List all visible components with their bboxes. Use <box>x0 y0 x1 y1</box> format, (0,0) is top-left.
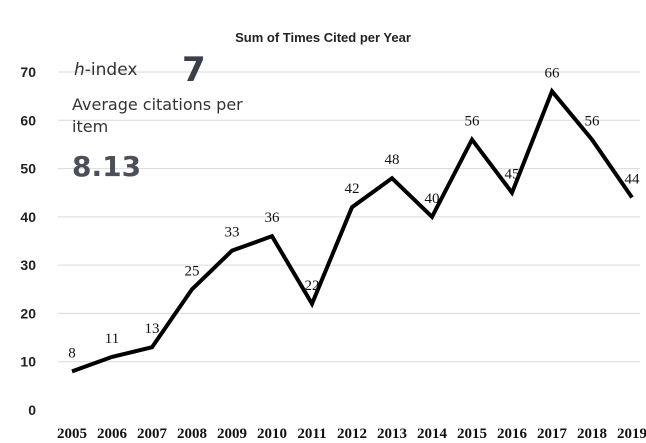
data-label: 40 <box>425 191 440 207</box>
data-label: 22 <box>305 278 320 294</box>
x-tick-label: 2007 <box>137 426 168 442</box>
x-tick-label: 2005 <box>57 426 87 442</box>
y-tick-label: 30 <box>20 257 36 273</box>
y-tick-label: 50 <box>20 161 36 177</box>
x-tick-label: 2018 <box>577 426 607 442</box>
x-axis-ticks: 2005 2006 2007 2008 2009 2010 2011 2012 2013 2014… <box>57 426 646 442</box>
data-label: 56 <box>585 114 601 130</box>
y-tick-label: 70 <box>20 64 36 80</box>
x-tick-label: 2017 <box>537 426 568 442</box>
data-label: 45 <box>505 167 520 183</box>
data-label: 44 <box>625 172 641 188</box>
x-tick-label: 2013 <box>377 426 407 442</box>
x-tick-label: 2016 <box>497 426 528 442</box>
data-label: 8 <box>68 345 76 361</box>
y-axis-ticks: 0 10 20 30 40 50 60 70 <box>20 64 36 418</box>
y-tick-label: 0 <box>28 402 36 418</box>
average-citations-value: 8.13 <box>72 150 142 183</box>
x-tick-label: 2015 <box>457 426 487 442</box>
x-tick-label: 2009 <box>217 426 247 442</box>
data-label: 66 <box>545 65 561 81</box>
data-label: 56 <box>465 114 481 130</box>
y-tick-label: 10 <box>20 354 36 370</box>
x-tick-label: 2011 <box>297 426 326 442</box>
x-tick-label: 2010 <box>257 426 287 442</box>
data-label: 42 <box>345 181 360 197</box>
data-label: 25 <box>185 263 200 279</box>
h-index-label: h-index <box>74 60 138 80</box>
chart-title: Sum of Times Cited per Year <box>235 30 411 45</box>
data-label: 33 <box>225 225 240 241</box>
data-label: 36 <box>265 210 281 226</box>
y-tick-label: 20 <box>20 305 36 321</box>
x-tick-label: 2014 <box>417 426 448 442</box>
x-tick-label: 2012 <box>337 426 367 442</box>
average-citations-label: Average citations per item <box>72 95 243 136</box>
data-label: 11 <box>105 331 119 347</box>
data-labels: 8 11 13 25 33 36 22 42 48 40 56 45 66 56 44 <box>68 65 640 361</box>
y-tick-label: 60 <box>20 112 36 128</box>
series-line <box>71 87 634 374</box>
data-label: 48 <box>385 152 400 168</box>
y-tick-label: 40 <box>20 209 36 225</box>
x-tick-label: 2008 <box>177 426 207 442</box>
data-label: 13 <box>145 321 160 337</box>
x-tick-label: 2019 <box>617 426 646 442</box>
h-index-value: 7 <box>182 50 206 90</box>
x-tick-label: 2006 <box>97 426 128 442</box>
